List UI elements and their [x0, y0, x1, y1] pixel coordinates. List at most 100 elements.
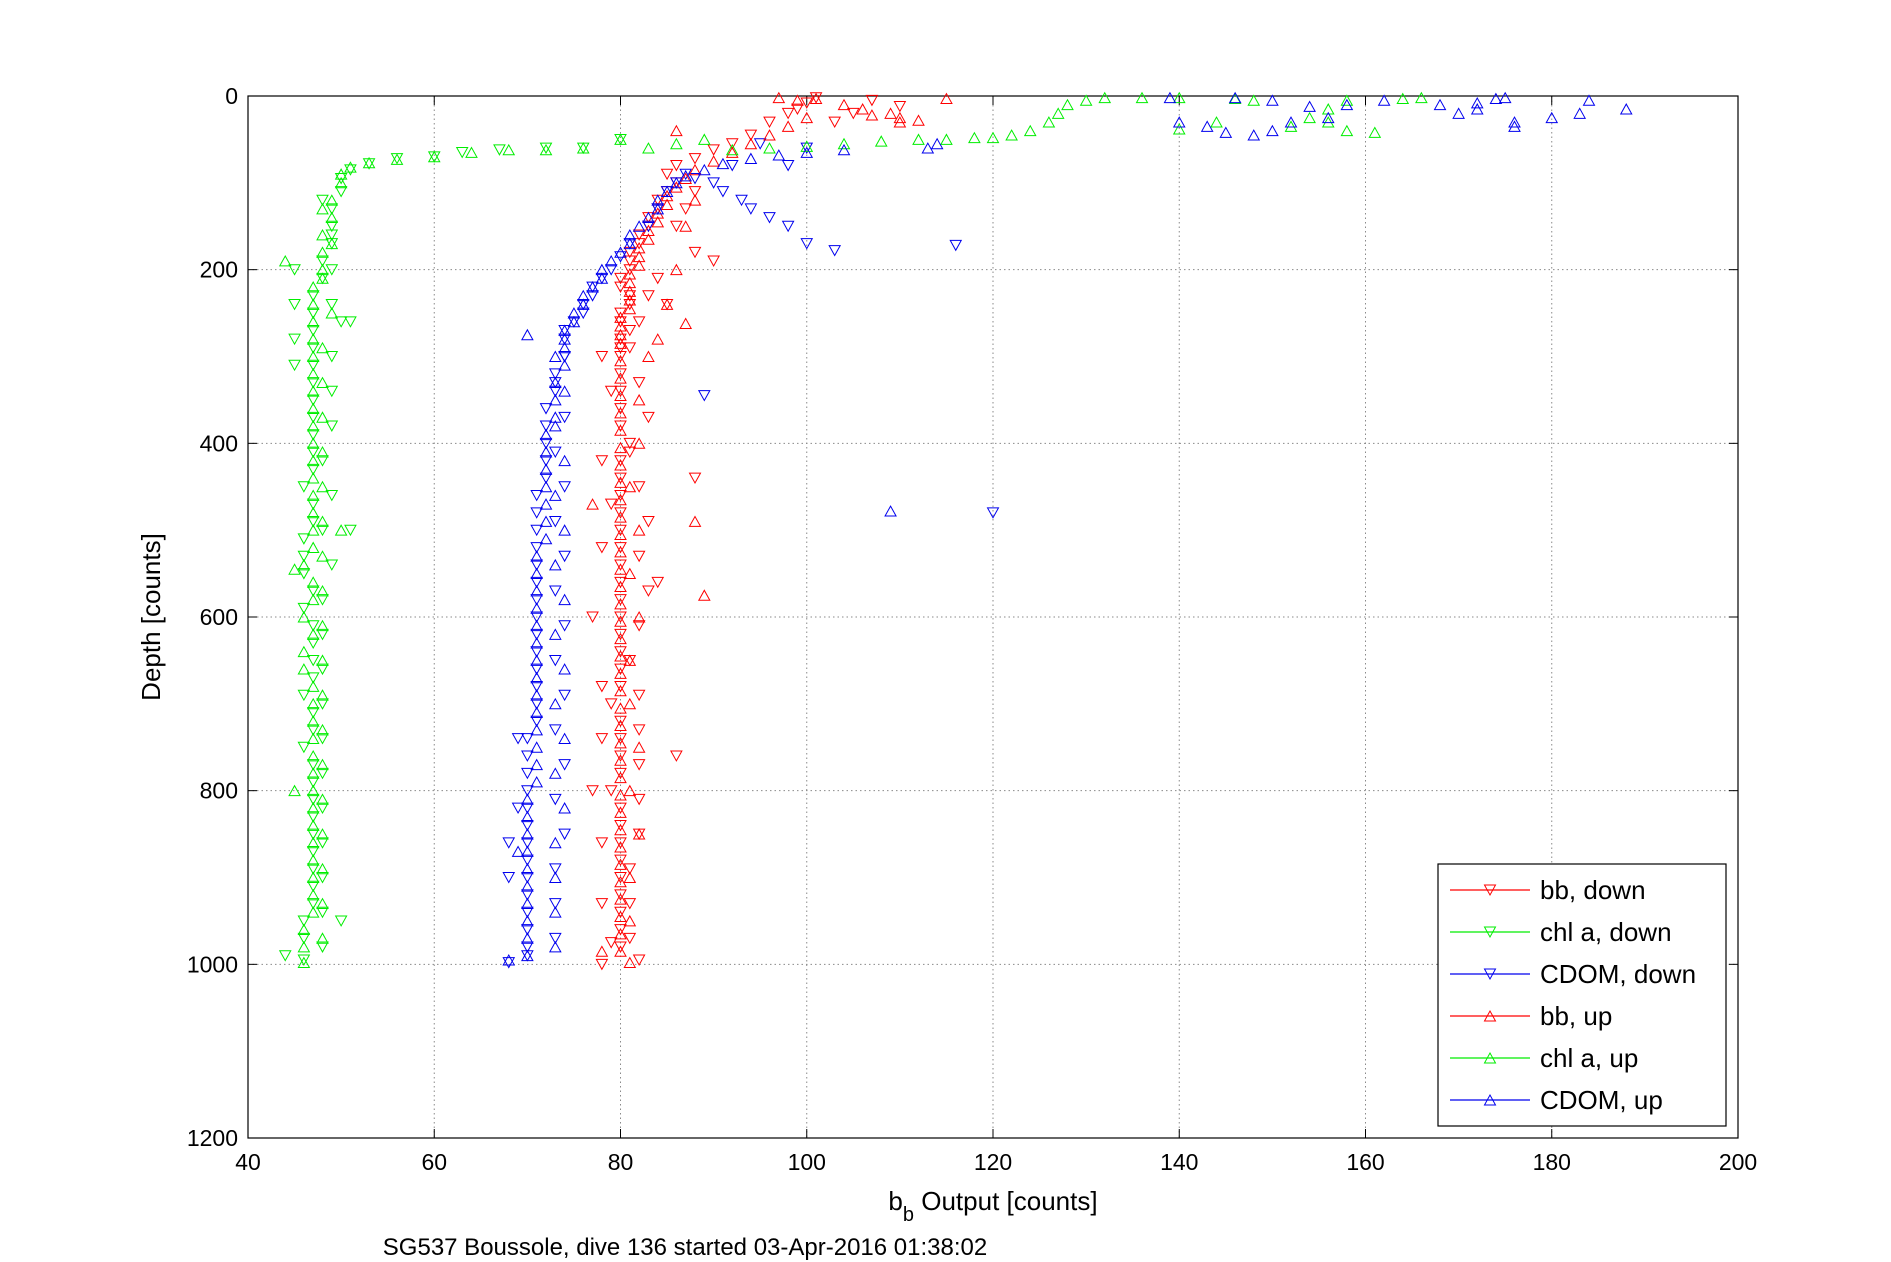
data-point — [530, 776, 544, 788]
data-point — [306, 819, 320, 831]
data-point — [800, 146, 814, 158]
x-tick-label: 180 — [1533, 1149, 1571, 1175]
data-point — [604, 498, 618, 511]
data-point — [502, 837, 516, 849]
data-point — [316, 584, 329, 597]
data-point — [623, 446, 637, 458]
data-point — [521, 837, 534, 849]
data-point — [614, 667, 627, 679]
data-point — [548, 767, 562, 779]
data-point — [1498, 91, 1512, 104]
data-point — [614, 476, 627, 488]
data-point — [614, 945, 627, 957]
data-point — [1247, 129, 1261, 141]
data-point — [521, 785, 534, 797]
data-point — [586, 611, 599, 623]
data-point — [530, 602, 544, 614]
data-point — [623, 325, 637, 337]
data-point — [614, 597, 627, 610]
data-point — [306, 472, 320, 484]
data-point — [632, 741, 646, 753]
data-point — [595, 945, 609, 957]
data-point — [651, 272, 665, 285]
data-point — [316, 628, 329, 641]
data-point — [614, 872, 627, 884]
data-point — [316, 455, 329, 467]
data-point — [521, 897, 534, 909]
data-point — [679, 220, 693, 232]
data-point — [614, 854, 627, 867]
data-point — [604, 264, 618, 276]
data-point — [530, 654, 544, 666]
data-point — [614, 246, 627, 258]
data-point — [1573, 107, 1587, 119]
data-point — [604, 698, 618, 710]
data-point — [1368, 126, 1382, 138]
data-point — [521, 889, 534, 901]
data-point — [306, 620, 320, 632]
data-point — [623, 298, 637, 311]
data-point — [614, 251, 627, 263]
data-point — [306, 463, 320, 476]
data-point — [325, 385, 339, 398]
data-point — [1415, 91, 1428, 104]
data-point — [623, 228, 637, 241]
data-point — [623, 268, 637, 280]
x-tick-label: 160 — [1346, 1149, 1384, 1175]
data-point — [316, 654, 329, 666]
data-point — [306, 325, 320, 337]
data-point — [521, 328, 534, 341]
data-point — [1545, 111, 1559, 124]
data-point — [642, 516, 655, 528]
data-point — [949, 239, 963, 252]
data-point — [595, 681, 609, 693]
data-point — [623, 285, 637, 297]
data-point — [539, 437, 553, 450]
data-point — [614, 354, 627, 367]
data-point — [670, 176, 683, 189]
data-point — [325, 194, 339, 206]
x-tick-label: 100 — [788, 1149, 826, 1175]
data-point — [306, 863, 320, 875]
data-point — [763, 129, 776, 141]
data-point — [1247, 94, 1261, 106]
data-point — [614, 316, 627, 328]
data-point — [288, 359, 301, 372]
data-point — [614, 750, 627, 762]
data-point — [297, 481, 311, 493]
legend-marker — [1483, 1052, 1497, 1064]
data-point — [306, 628, 320, 640]
data-point — [316, 698, 329, 710]
data-point — [306, 715, 320, 727]
data-point — [800, 238, 814, 250]
legend-marker — [1483, 1010, 1497, 1022]
data-point — [278, 950, 292, 962]
data-point — [548, 871, 562, 883]
data-point — [521, 819, 534, 832]
data-point — [511, 733, 525, 745]
data-point — [781, 120, 795, 132]
data-point — [511, 802, 525, 815]
data-point — [688, 515, 702, 527]
data-point — [679, 172, 693, 184]
data-point — [632, 238, 646, 250]
data-point — [856, 103, 869, 115]
y-tick-label: 200 — [200, 257, 238, 283]
data-point — [912, 114, 925, 126]
data-point — [530, 689, 544, 701]
data-point — [558, 759, 571, 771]
data-point — [1228, 91, 1242, 104]
data-point — [306, 672, 320, 684]
data-point — [539, 463, 553, 475]
data-point — [306, 707, 320, 719]
x-axis-label-rest: Output [counts] — [914, 1186, 1098, 1216]
data-point — [614, 307, 627, 320]
data-point — [334, 915, 348, 927]
data-point — [316, 802, 329, 815]
data-point — [614, 927, 627, 940]
data-point — [707, 144, 720, 156]
x-axis-label: bb Output [counts] — [888, 1186, 1097, 1226]
legend: bb, down chl a, down CDOM, down bb, up chl a… — [1437, 863, 1727, 1127]
data-point — [716, 186, 730, 198]
data-point — [530, 619, 544, 632]
